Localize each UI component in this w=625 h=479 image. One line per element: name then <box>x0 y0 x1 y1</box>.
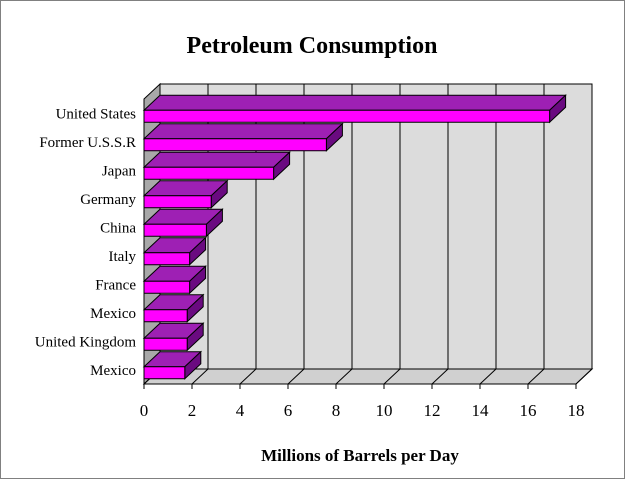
floor-gridline <box>191 368 209 385</box>
x-tick-label: 16 <box>520 401 537 420</box>
bar-top <box>142 123 344 140</box>
bar <box>143 252 191 266</box>
category-label: Japan <box>102 163 137 179</box>
bar <box>143 309 188 323</box>
floor-gridline <box>383 368 401 385</box>
floor-gridline <box>287 368 305 385</box>
x-axis-label: Millions of Barrels per Day <box>261 446 459 465</box>
bar <box>143 138 327 152</box>
category-label: China <box>100 220 136 236</box>
x-tick-label: 6 <box>284 401 293 420</box>
category-label: Mexico <box>90 363 136 379</box>
x-tick-label: 0 <box>140 401 149 420</box>
x-tick-label: 12 <box>424 401 441 420</box>
x-tick-label: 14 <box>472 401 490 420</box>
floor-gridline <box>239 368 257 385</box>
x-tick-label: 4 <box>236 401 245 420</box>
category-label: Former U.S.S.R <box>39 135 136 151</box>
bar-top <box>142 151 291 168</box>
category-label: Germany <box>80 192 136 208</box>
bar <box>143 280 191 294</box>
floor-gridline <box>431 368 449 385</box>
chart-title: Petroleum Consumption <box>187 33 438 59</box>
bar <box>143 223 207 237</box>
bar-top <box>142 94 567 111</box>
category-label: Italy <box>109 249 137 265</box>
x-tick-label: 2 <box>188 401 197 420</box>
floor-gridline <box>479 368 497 385</box>
x-tick-label: 18 <box>568 401 585 420</box>
bar <box>143 366 186 380</box>
bar <box>143 337 188 351</box>
category-label: United States <box>56 106 137 122</box>
floor-gridline <box>527 368 545 385</box>
bar <box>143 109 551 123</box>
bar <box>143 166 275 180</box>
floor-gridline <box>575 368 593 385</box>
x-tick-label: 8 <box>332 401 341 420</box>
plot-area: 0 2 4 6 8 10 12 14 16 18 United States Former U.S.S… <box>35 82 594 420</box>
category-label: France <box>95 277 136 293</box>
bar <box>143 195 212 209</box>
floor <box>142 368 594 385</box>
category-label: Mexico <box>90 306 136 322</box>
x-tick-label: 10 <box>376 401 393 420</box>
floor-gridline <box>335 368 353 385</box>
category-label: United Kingdom <box>35 334 137 350</box>
